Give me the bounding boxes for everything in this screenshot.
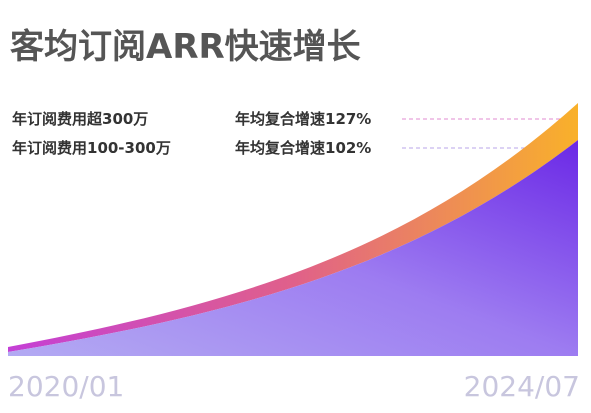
legend-label: 年订阅费用超300万 — [12, 110, 148, 128]
area-bottom — [8, 140, 578, 356]
x-label: 2024/07 — [464, 370, 580, 403]
legend-label: 年订阅费用100-300万 — [12, 139, 171, 157]
chart-title: 客均订阅ARR快速增长 — [10, 27, 361, 67]
annotation: 年均复合增速102% — [235, 139, 371, 157]
x-label: 2020/01 — [8, 370, 124, 403]
annotation: 年均复合增速127% — [235, 110, 371, 128]
